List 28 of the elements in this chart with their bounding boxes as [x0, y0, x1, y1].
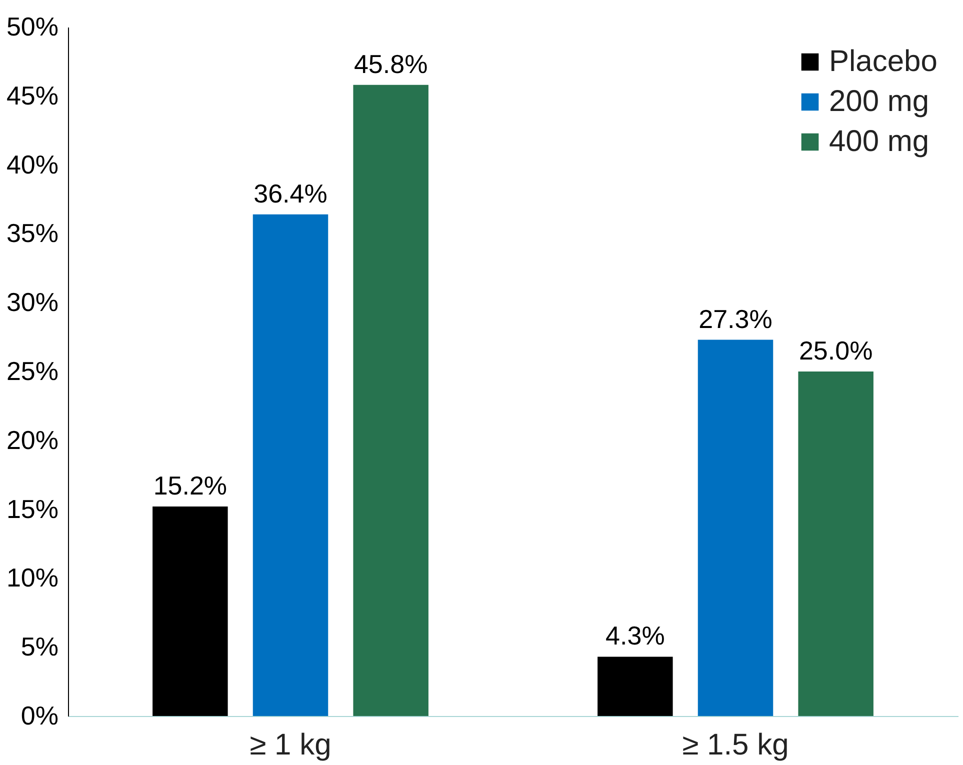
y-tick-label: 10%: [6, 562, 58, 593]
bar: [598, 656, 673, 716]
bar: [152, 506, 228, 716]
x-tick-label: ≥ 1 kg: [250, 728, 332, 762]
y-tick-label: 15%: [6, 494, 58, 524]
y-tick-label: 0%: [20, 700, 58, 730]
y-tick-label: 50%: [6, 12, 58, 42]
bar: [353, 84, 428, 716]
y-tick-label: 5%: [20, 632, 58, 662]
legend-label: 400 mg: [829, 125, 930, 158]
data-label: 27.3%: [698, 304, 772, 334]
data-label: 15.2%: [153, 470, 228, 501]
data-label: 36.4%: [254, 178, 328, 208]
data-label: 45.8%: [354, 48, 428, 79]
x-tick-label: ≥ 1.5 kg: [682, 728, 789, 762]
y-tick-label: 45%: [6, 80, 58, 110]
y-tick-label: 20%: [6, 424, 58, 455]
bar: [252, 214, 328, 716]
y-tick-label: 35%: [6, 218, 58, 248]
y-tick-label: 40%: [6, 149, 58, 180]
y-tick-label: 25%: [6, 356, 58, 386]
legend-label: Placebo: [829, 45, 938, 78]
data-label: 4.3%: [606, 620, 665, 651]
y-tick-label: 30%: [6, 287, 58, 318]
legend-label: 200 mg: [829, 85, 930, 118]
bar: [698, 340, 774, 716]
bar: [798, 372, 874, 716]
data-label: 25.0%: [798, 336, 873, 366]
